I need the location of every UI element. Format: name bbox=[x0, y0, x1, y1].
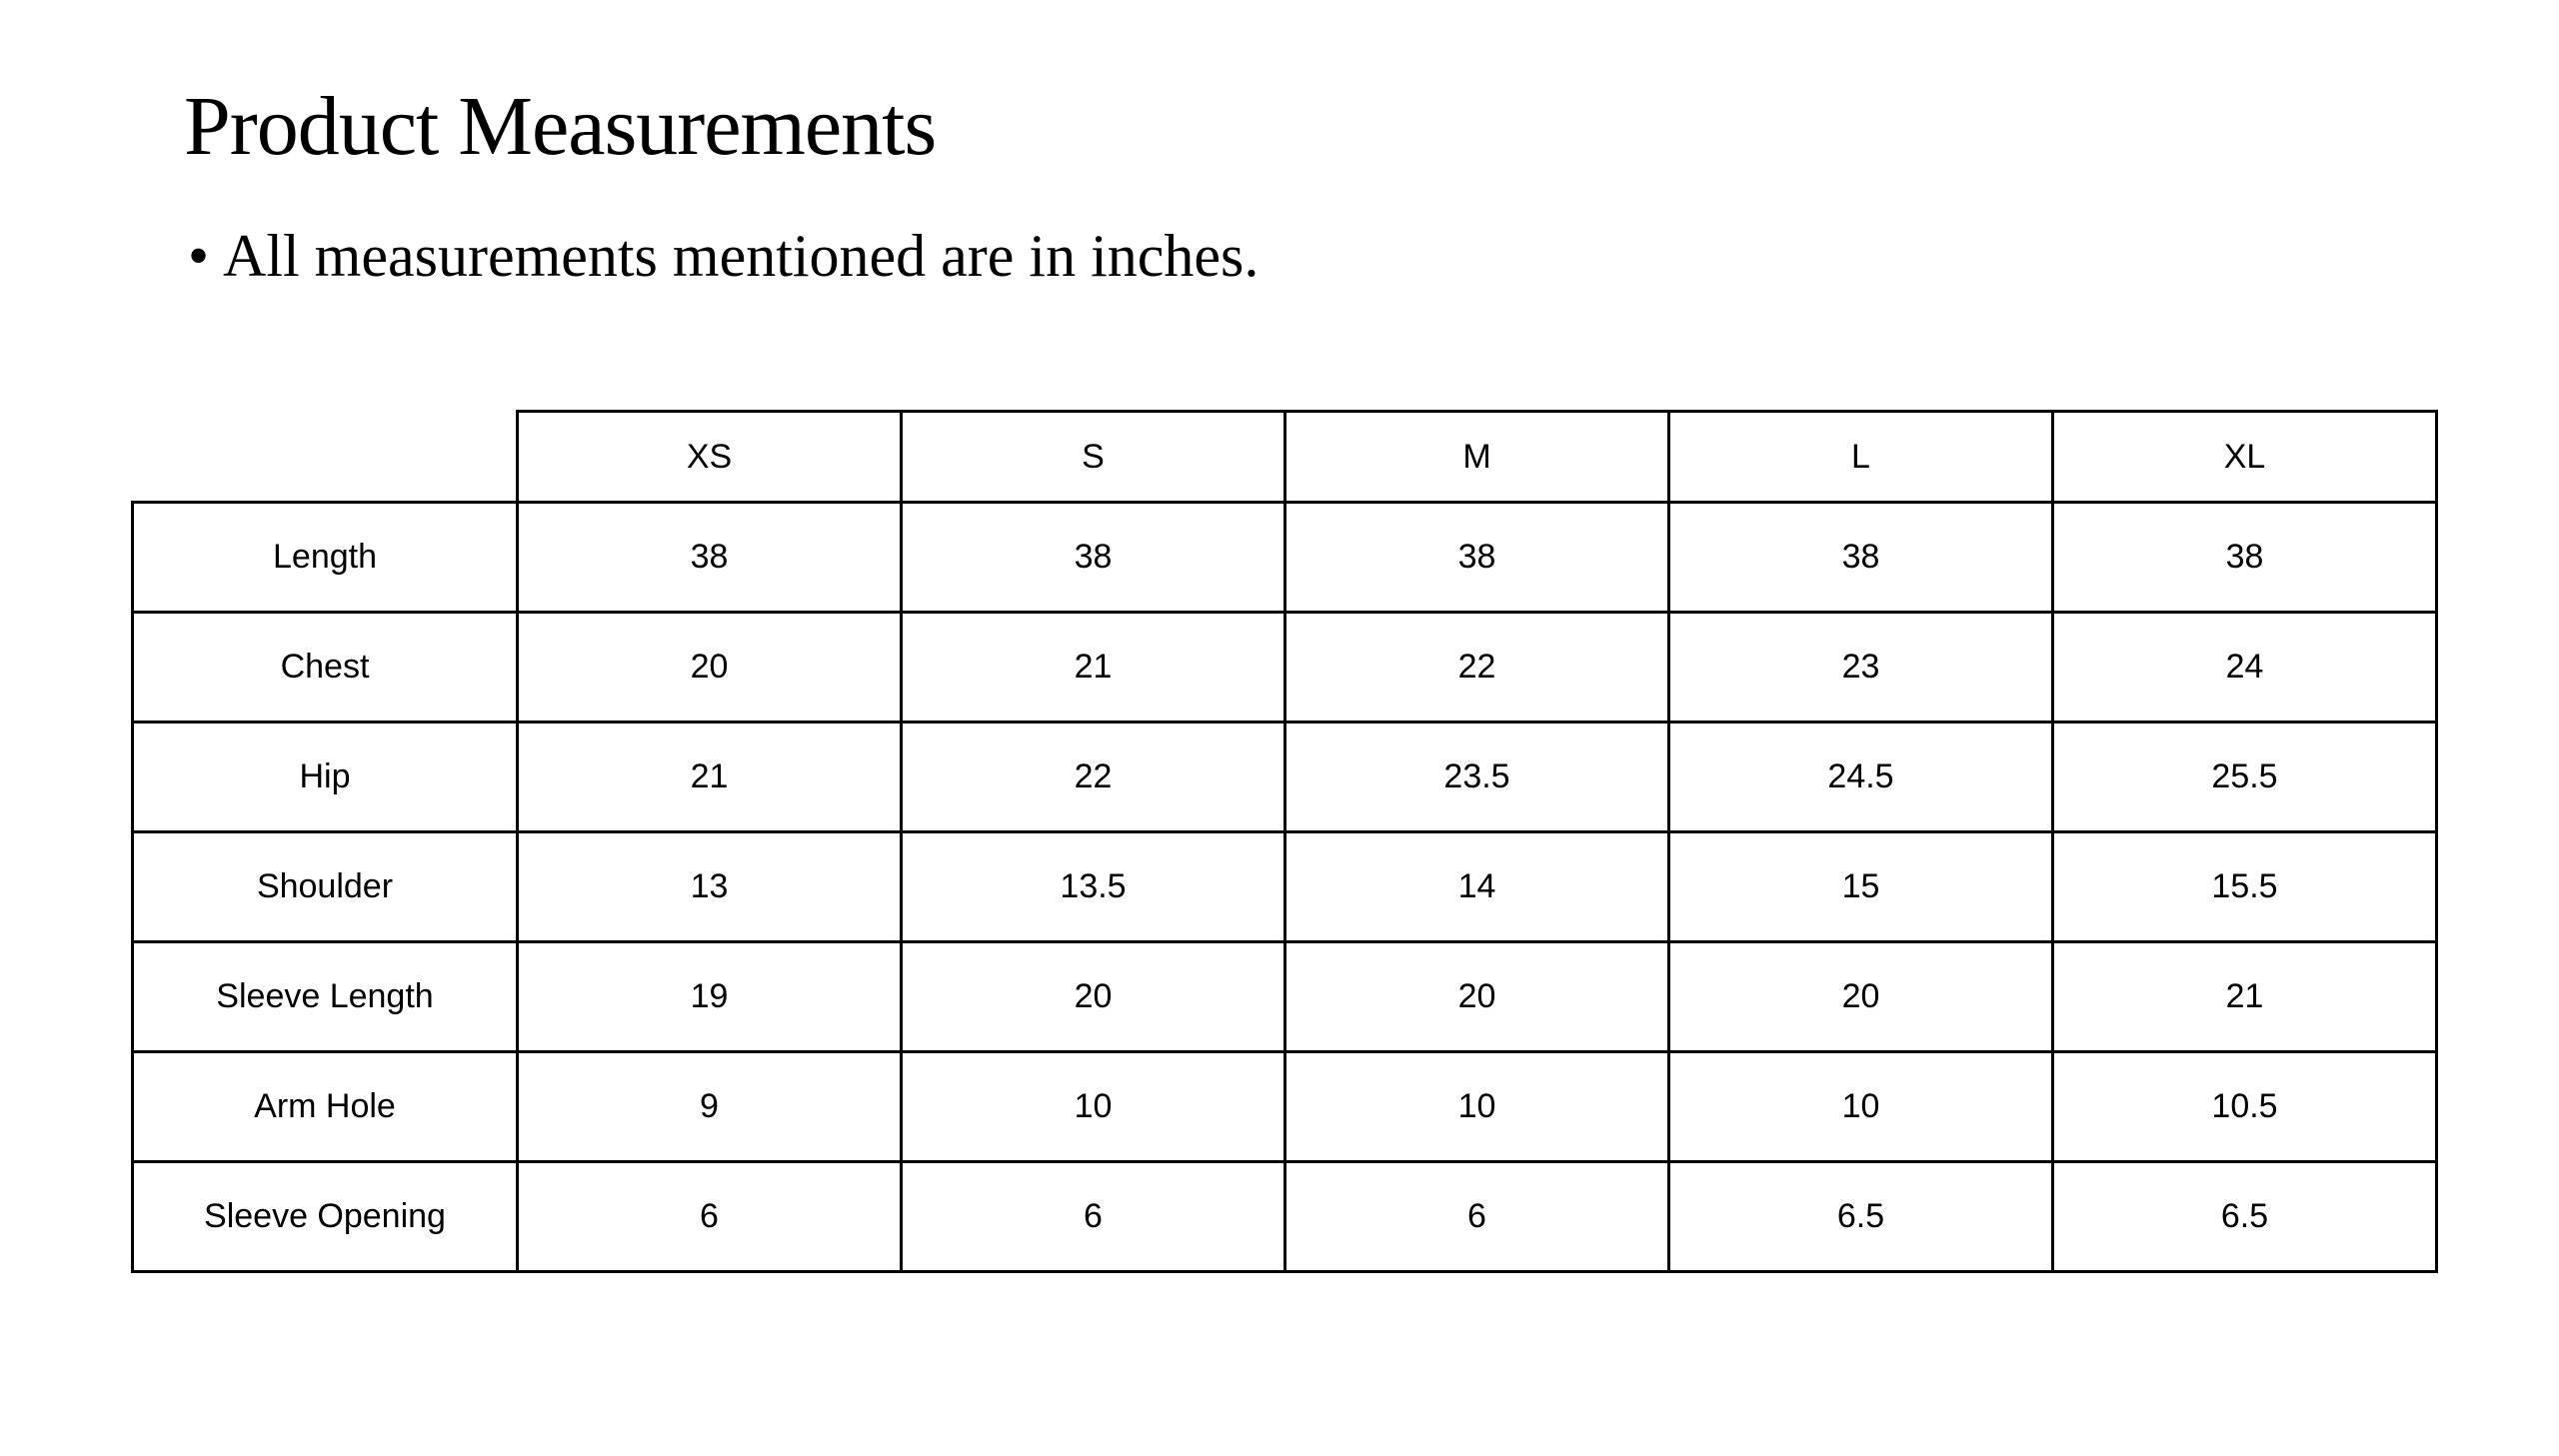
table-cell: 10 bbox=[1667, 1050, 2054, 1163]
table-cell: 6.5 bbox=[1667, 1160, 2054, 1273]
header-row: XS S M L XL bbox=[132, 410, 2438, 504]
row-label: Shoulder bbox=[131, 830, 519, 943]
table-cell: 38 bbox=[1667, 501, 2054, 614]
table-cell: 9 bbox=[516, 1050, 903, 1163]
table-row: Arm Hole 9 10 10 10 10.5 bbox=[131, 1050, 2438, 1163]
table-cell: 38 bbox=[2051, 501, 2438, 614]
column-header: S bbox=[900, 410, 1286, 504]
column-header: M bbox=[1283, 410, 1670, 504]
table-row: Sleeve Length 19 20 20 20 21 bbox=[131, 940, 2438, 1053]
row-label: Chest bbox=[131, 611, 519, 724]
table-cell: 25.5 bbox=[2051, 721, 2438, 833]
column-header: XS bbox=[516, 410, 903, 504]
table-cell: 20 bbox=[900, 940, 1286, 1053]
table-cell: 21 bbox=[516, 721, 903, 833]
table-cell: 19 bbox=[516, 940, 903, 1053]
row-label: Sleeve Length bbox=[131, 940, 519, 1053]
table-cell: 22 bbox=[900, 721, 1286, 833]
table-cell: 15.5 bbox=[2051, 830, 2438, 943]
table-cell: 15 bbox=[1667, 830, 2054, 943]
page-title: Product Measurements bbox=[184, 80, 937, 173]
table-row: Hip 21 22 23.5 24.5 25.5 bbox=[131, 721, 2438, 833]
table-cell: 24.5 bbox=[1667, 721, 2054, 833]
corner-cell bbox=[132, 411, 519, 504]
table-cell: 22 bbox=[1283, 611, 1670, 724]
table-cell: 20 bbox=[516, 611, 903, 724]
table-row: Length 38 38 38 38 38 bbox=[131, 501, 2438, 614]
table-cell: 6.5 bbox=[2051, 1160, 2438, 1273]
table-cell: 21 bbox=[2051, 940, 2438, 1053]
bullet-text: All measurements mentioned are in inches… bbox=[223, 223, 1260, 289]
table-row: Sleeve Opening 6 6 6 6.5 6.5 bbox=[131, 1160, 2438, 1273]
table-cell: 23.5 bbox=[1283, 721, 1670, 833]
table-cell: 24 bbox=[2051, 611, 2438, 724]
table-cell: 14 bbox=[1283, 830, 1670, 943]
table-cell: 38 bbox=[1283, 501, 1670, 614]
row-label: Arm Hole bbox=[131, 1050, 519, 1163]
table-cell: 10.5 bbox=[2051, 1050, 2438, 1163]
bullet-icon: • bbox=[188, 223, 210, 289]
row-label: Length bbox=[131, 501, 519, 614]
table-cell: 13.5 bbox=[900, 830, 1286, 943]
column-header: L bbox=[1667, 410, 2054, 504]
table-cell: 38 bbox=[900, 501, 1286, 614]
table-row: Chest 20 21 22 23 24 bbox=[131, 611, 2438, 724]
table-cell: 13 bbox=[516, 830, 903, 943]
row-label: Hip bbox=[131, 721, 519, 833]
table-cell: 6 bbox=[1283, 1160, 1670, 1273]
table-cell: 23 bbox=[1667, 611, 2054, 724]
column-header: XL bbox=[2051, 410, 2438, 504]
table-cell: 21 bbox=[900, 611, 1286, 724]
table-cell: 6 bbox=[516, 1160, 903, 1273]
table-cell: 38 bbox=[516, 501, 903, 614]
measurements-table: XS S M L XL Length 38 38 38 38 38 Chest 20 21 22 2… bbox=[131, 410, 2438, 1273]
table-cell: 20 bbox=[1283, 940, 1670, 1053]
table-cell: 6 bbox=[900, 1160, 1286, 1273]
table-cell: 10 bbox=[1283, 1050, 1670, 1163]
table-cell: 20 bbox=[1667, 940, 2054, 1053]
table-row: Shoulder 13 13.5 14 15 15.5 bbox=[131, 830, 2438, 943]
table-cell: 10 bbox=[900, 1050, 1286, 1163]
row-label: Sleeve Opening bbox=[131, 1160, 519, 1273]
bullet-note: • All measurements mentioned are in inche… bbox=[188, 222, 1259, 291]
